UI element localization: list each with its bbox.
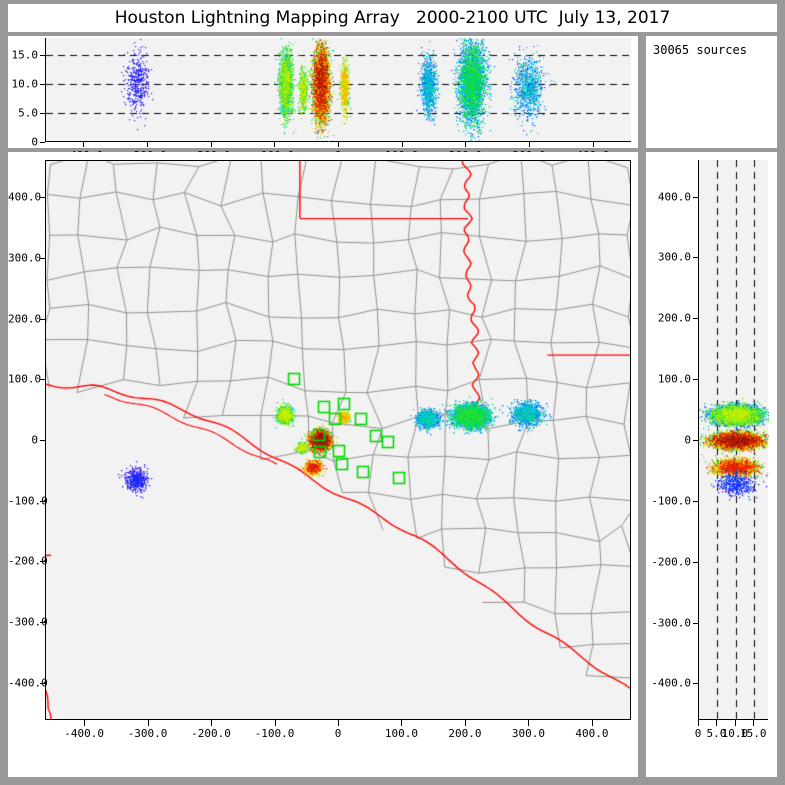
x-tick-label: -400.0 bbox=[64, 727, 104, 740]
y-tick-mark bbox=[40, 113, 45, 115]
x-tick-label: 200.0 bbox=[448, 727, 482, 740]
y-tick-mark bbox=[40, 142, 45, 143]
x-tick-mark bbox=[698, 720, 699, 726]
y-tick-mark bbox=[40, 197, 46, 199]
y-tick-label: 0 bbox=[684, 433, 691, 447]
y-tick-mark bbox=[40, 500, 46, 502]
y-tick-label: -200.0 bbox=[651, 555, 691, 569]
x-tick-mark bbox=[529, 142, 531, 147]
x-tick-mark bbox=[465, 142, 467, 147]
y-tick-mark bbox=[693, 622, 699, 624]
x-tick-label: 400.0 bbox=[575, 727, 609, 740]
y-tick-mark bbox=[693, 318, 699, 320]
altitude-vs-north-south-panel: 0 5.0 10.0 15.0 -400.0 -300.0 -200.0 -100.0 0 100… bbox=[646, 152, 777, 777]
x-tick-mark bbox=[753, 720, 755, 726]
x-tick-mark bbox=[464, 720, 466, 726]
x-tick-mark bbox=[734, 720, 736, 726]
y-tick-mark bbox=[40, 379, 46, 381]
y-tick-mark bbox=[693, 196, 699, 198]
y-tick-mark bbox=[40, 621, 46, 623]
y-tick-label: 0 bbox=[31, 433, 38, 447]
y-tick-label: 10.0 bbox=[11, 77, 39, 91]
page-title: Houston Lightning Mapping Array 2000-210… bbox=[114, 8, 671, 28]
y-tick-mark bbox=[693, 379, 699, 381]
x-tick-mark bbox=[338, 720, 339, 726]
y-tick-mark bbox=[40, 561, 46, 563]
y-tick-mark bbox=[40, 440, 46, 441]
x-tick-mark bbox=[528, 720, 530, 726]
y-tick-mark bbox=[693, 683, 699, 685]
x-tick-label: 300.0 bbox=[511, 727, 545, 740]
x-tick-mark bbox=[591, 720, 593, 726]
y-tick-label: 300.0 bbox=[657, 250, 691, 264]
x-tick-label: 0 bbox=[694, 727, 702, 740]
y-tick-label: -400.0 bbox=[651, 676, 691, 690]
altitude-vs-east-west-scatter bbox=[46, 38, 632, 142]
y-tick-label: 400.0 bbox=[8, 190, 42, 204]
x-tick-mark bbox=[401, 720, 403, 726]
x-tick-mark bbox=[274, 142, 276, 147]
y-tick-mark bbox=[40, 55, 45, 57]
title-bar: Houston Lightning Mapping Array 2000-210… bbox=[8, 4, 777, 32]
x-tick-mark bbox=[146, 142, 148, 147]
x-tick-mark bbox=[401, 142, 403, 147]
y-tick-mark bbox=[693, 257, 699, 259]
y-tick-mark bbox=[40, 682, 46, 684]
x-tick-mark bbox=[83, 142, 85, 147]
source-count-panel: 30065 sources bbox=[646, 36, 777, 148]
x-tick-mark bbox=[338, 142, 339, 147]
y-tick-label: -100.0 bbox=[651, 494, 691, 508]
y-tick-mark bbox=[40, 258, 46, 260]
x-tick-label: -200.0 bbox=[191, 727, 231, 740]
x-tick-label: 100.0 bbox=[384, 727, 419, 740]
y-tick-label: 300.0 bbox=[8, 251, 42, 265]
y-tick-label: 15.0 bbox=[11, 48, 39, 62]
x-tick-label: 5.0 bbox=[706, 727, 727, 740]
plan-view-map-plot-area bbox=[45, 160, 631, 720]
source-count-label: 30065 sources bbox=[653, 43, 747, 57]
x-tick-label: 10.0 bbox=[721, 727, 749, 740]
y-tick-label: 100.0 bbox=[8, 372, 42, 386]
y-tick-label: -400.0 bbox=[8, 676, 48, 690]
altitude-vs-north-south-plot-area bbox=[698, 160, 769, 720]
x-tick-mark bbox=[147, 720, 149, 726]
x-tick-mark bbox=[210, 142, 212, 147]
plan-view-map-panel: -400.0 -300.0 -200.0 -100.0 0 100.0 200.0 300.0… bbox=[8, 152, 638, 777]
y-tick-label: -200.0 bbox=[8, 554, 48, 568]
altitude-vs-east-west-panel: -400.0-300.0-200.0-100.00100.0200.0300.0… bbox=[8, 36, 638, 162]
y-tick-label: 400.0 bbox=[657, 190, 691, 204]
plan-view-map-scatter bbox=[46, 161, 630, 719]
y-tick-label: -300.0 bbox=[651, 616, 691, 630]
x-tick-mark bbox=[211, 720, 213, 726]
y-tick-label: -100.0 bbox=[8, 494, 48, 508]
x-tick-mark bbox=[84, 720, 86, 726]
y-tick-mark bbox=[40, 318, 46, 320]
y-tick-label: 100.0 bbox=[657, 372, 691, 386]
y-tick-mark bbox=[693, 561, 699, 563]
x-tick-label: 0 bbox=[334, 727, 342, 740]
x-tick-label: -300.0 bbox=[127, 727, 168, 740]
altitude-vs-north-south-scatter bbox=[699, 160, 769, 720]
y-tick-mark bbox=[693, 440, 699, 441]
y-tick-label: -300.0 bbox=[8, 615, 48, 629]
y-tick-mark bbox=[693, 500, 699, 502]
y-tick-mark bbox=[40, 84, 45, 86]
x-tick-mark bbox=[716, 720, 718, 726]
x-tick-mark bbox=[274, 720, 276, 726]
altitude-vs-east-west-plot-area bbox=[45, 38, 632, 142]
y-tick-label: 0 bbox=[31, 135, 38, 149]
x-tick-label: 15.0 bbox=[740, 727, 767, 740]
y-tick-label: 200.0 bbox=[657, 311, 691, 325]
x-tick-label: -100.0 bbox=[254, 727, 295, 740]
y-tick-label: 5.0 bbox=[18, 106, 38, 120]
x-tick-mark bbox=[592, 142, 594, 147]
y-tick-label: 200.0 bbox=[8, 312, 42, 326]
